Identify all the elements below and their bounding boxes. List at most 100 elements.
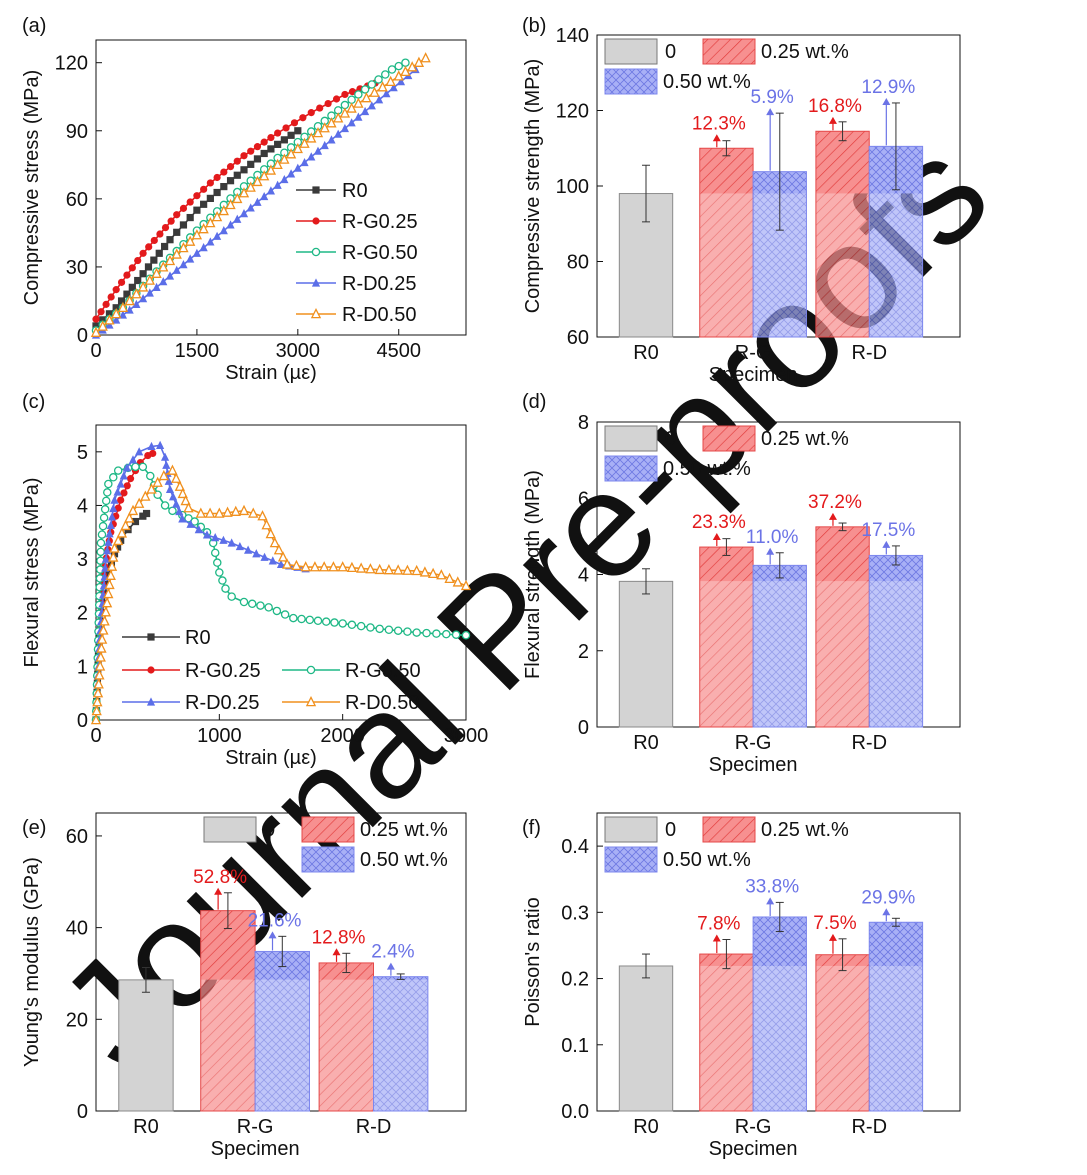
legend-label: R0 <box>185 627 211 649</box>
data-point-RD025 <box>219 535 228 544</box>
panel-label: (f) <box>522 817 541 839</box>
data-point-RD050 <box>137 281 149 292</box>
data-point-R0 <box>213 188 221 197</box>
legend-label: 0.50 wt.% <box>360 849 448 871</box>
data-point-RD050 <box>222 506 233 517</box>
x-tick-label: 1000 <box>197 725 242 747</box>
data-point-RD050 <box>285 148 297 159</box>
bar-base <box>815 965 870 1111</box>
x-tick-label: 4500 <box>376 340 421 362</box>
legend-label: R-G0.50 <box>342 242 418 264</box>
data-point-RD025 <box>219 226 228 235</box>
legend-marker <box>305 695 317 707</box>
data-point-R0 <box>193 206 201 214</box>
data-point-RD025 <box>172 499 181 508</box>
gain-arrow-head <box>828 933 837 941</box>
data-point-RG050 <box>297 614 306 624</box>
legend-label: 0 <box>665 819 676 841</box>
data-point-RD050 <box>109 542 120 553</box>
data-point-RD025 <box>260 552 269 561</box>
y-axis-label: Poisson's ratio <box>522 897 544 1026</box>
data-point-RD050 <box>195 507 206 518</box>
data-point-RG050 <box>451 630 461 639</box>
legend-label: 0 <box>665 428 676 450</box>
data-point-RG050 <box>330 618 339 627</box>
data-point-RG050 <box>387 65 397 74</box>
gain-arrow-head <box>766 897 775 905</box>
y-tick-label: 20 <box>66 1009 88 1031</box>
y-tick-label: 120 <box>556 101 589 123</box>
data-point-RD025 <box>253 197 262 206</box>
bar-base <box>753 581 807 727</box>
data-point-RD050 <box>131 288 142 299</box>
data-point-RG025 <box>307 109 315 117</box>
data-point-RD025 <box>280 174 289 184</box>
bar-base <box>753 965 807 1111</box>
legend-swatch-025 <box>702 816 756 843</box>
data-point-RG050 <box>99 513 109 522</box>
gain-arrow-head <box>332 948 341 956</box>
data-point-RG050 <box>109 473 118 482</box>
data-point-RD050 <box>164 254 176 266</box>
y-axis-label: Young's modulus (GPa) <box>21 857 43 1067</box>
legend-marker <box>147 666 155 674</box>
data-point-RG050 <box>321 617 331 626</box>
data-point-RD050 <box>99 615 110 626</box>
data-point-RG050 <box>280 610 290 619</box>
data-point-RD025 <box>246 203 255 212</box>
data-point-R0 <box>92 322 100 330</box>
data-point-RD050 <box>171 248 182 259</box>
data-point-R0 <box>280 136 288 144</box>
data-point-RG025 <box>267 133 275 142</box>
data-point-RD050 <box>124 294 135 306</box>
data-point-RD050 <box>452 576 463 587</box>
legend-swatch-050 <box>604 846 658 873</box>
x-tick-label: R-G <box>735 1116 772 1138</box>
data-point-RG050 <box>96 538 106 548</box>
data-point-RD050 <box>158 469 169 481</box>
data-point-R0 <box>226 177 235 185</box>
data-point-R0 <box>206 194 214 202</box>
data-point-RD050 <box>309 561 321 572</box>
y-tick-label: 120 <box>55 53 88 75</box>
panel-label: (e) <box>22 817 46 839</box>
data-point-RD025 <box>186 254 195 263</box>
panel-label: (d) <box>522 391 546 413</box>
x-tick-label: R0 <box>633 1116 659 1138</box>
panel-label: (a) <box>22 15 46 37</box>
data-point-RG025 <box>167 217 175 225</box>
data-point-RD025 <box>233 214 242 223</box>
legend-label: R-D0.25 <box>185 692 259 714</box>
legend: R0 R-G0.25 R-G0.50 R-D0.25 R-D0.50 <box>296 180 418 326</box>
legend-swatch-025 <box>301 816 355 843</box>
data-point-RD050 <box>269 536 280 548</box>
legend-marker <box>311 247 321 257</box>
data-point-RD050 <box>299 137 310 148</box>
panel-label: (c) <box>22 391 45 413</box>
data-point-RD025 <box>367 101 376 110</box>
data-point-RG025 <box>102 300 110 308</box>
data-point-R0 <box>173 228 181 236</box>
data-point-R0 <box>200 200 208 208</box>
data-point-RD050 <box>93 678 104 689</box>
panel-label: (b) <box>522 15 546 37</box>
gain-percent: 2.4% <box>371 942 414 963</box>
data-point-RD025 <box>347 118 356 127</box>
data-point-RG050 <box>256 601 265 610</box>
data-point-RD025 <box>206 237 215 246</box>
data-point-RG025 <box>226 163 235 171</box>
data-point-RD025 <box>211 533 220 542</box>
gain-percent: 16.8% <box>808 96 862 117</box>
y-tick-label: 140 <box>556 25 589 47</box>
x-tick-label: R0 <box>633 342 659 364</box>
data-point-RD025 <box>186 519 195 528</box>
data-point-RG050 <box>461 631 471 640</box>
data-point-RD025 <box>239 208 249 218</box>
data-point-RD025 <box>122 463 131 472</box>
data-point-RD050 <box>279 153 290 164</box>
data-point-R0 <box>112 304 120 312</box>
data-point-RD025 <box>165 484 175 493</box>
data-point-RD025 <box>147 441 156 451</box>
x-tick-label: R-G <box>237 1116 274 1138</box>
data-point-RG025 <box>149 449 157 458</box>
